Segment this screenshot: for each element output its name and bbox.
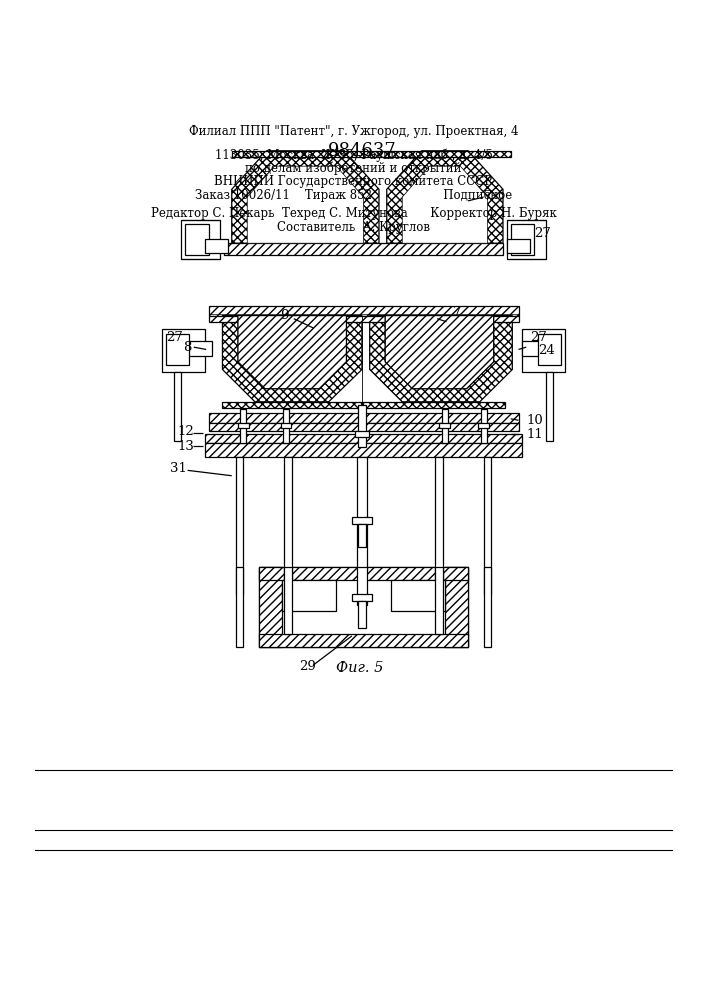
Text: Составитель  А. Круглов: Составитель А. Круглов [277,222,430,234]
Bar [522,329,565,372]
Text: Редактор С. Пекарь  Техред С. Митунова      Корректор Н. Буряк: Редактор С. Пекарь Техред С. Митунова Ко… [151,208,556,221]
Polygon shape [385,316,493,389]
Bar [352,594,372,601]
Bar [507,239,530,253]
Bar [185,224,209,255]
Text: 12: 12 [177,425,194,438]
Bar [240,409,247,443]
Bar [358,524,366,547]
Bar [238,423,249,428]
Bar [355,431,369,437]
Bar [284,457,292,594]
Bar [435,567,443,634]
Polygon shape [402,166,488,243]
Text: Фиг. 5: Фиг. 5 [337,661,384,675]
Bar [174,372,182,441]
Bar [209,413,518,423]
Bar [232,151,510,157]
Text: 24: 24 [538,344,554,358]
Bar [235,567,243,647]
Bar [281,423,291,428]
Bar [223,402,505,408]
Text: 27: 27 [534,227,551,240]
Bar [356,457,368,570]
Text: 31: 31 [170,462,187,475]
Bar [445,567,468,647]
Bar [259,634,468,647]
Bar [440,423,450,428]
Polygon shape [223,316,362,402]
Bar [481,409,486,443]
Text: 7: 7 [452,306,461,319]
Bar [283,409,289,443]
Bar [546,372,554,441]
Text: 8: 8 [183,341,192,354]
Text: по делам изобретений и открытий: по делам изобретений и открытий [245,161,462,175]
Text: 10: 10 [526,414,543,427]
Bar [235,457,243,594]
Bar [435,457,443,594]
Bar [204,239,228,253]
Text: 7: 7 [484,190,492,204]
Bar [478,423,489,428]
Polygon shape [370,316,513,402]
Polygon shape [387,151,503,243]
Bar [442,409,448,443]
Text: 27: 27 [166,331,182,344]
Polygon shape [238,316,346,389]
Bar [259,567,468,580]
Bar [352,517,372,524]
Bar [187,341,212,356]
Bar [510,224,534,255]
Polygon shape [238,316,346,389]
Bar [284,567,292,634]
Text: 984637: 984637 [327,142,397,160]
Text: 27: 27 [530,331,547,344]
Bar [282,580,337,611]
Bar [484,567,491,647]
Polygon shape [385,316,493,389]
Bar [204,443,522,457]
Text: 9: 9 [281,309,289,322]
Bar [391,580,445,611]
Bar [209,306,518,316]
Bar [209,423,518,431]
Text: 13: 13 [177,440,194,453]
Bar [259,567,468,647]
Text: 113035, Москва, Ж-35, Раушская наб., д. 4/5: 113035, Москва, Ж-35, Раушская наб., д. … [214,148,493,162]
Bar [522,341,548,356]
Bar [209,316,518,322]
Text: ВНИИПИ Государственного комитета СССР: ВНИИПИ Государственного комитета СССР [214,176,493,188]
Bar [204,434,522,443]
Bar [182,220,220,259]
Polygon shape [232,151,379,243]
Bar [484,457,491,594]
Bar [358,601,366,628]
Bar [538,334,561,365]
Bar [224,243,503,255]
Bar [356,567,368,605]
Bar [358,405,366,447]
Text: Заказ 10026/11    Тираж 852                   Подписное: Заказ 10026/11 Тираж 852 Подписное [195,190,512,202]
Polygon shape [247,166,363,243]
Bar [259,567,282,647]
Text: 29: 29 [299,660,316,673]
Text: 11: 11 [526,428,543,441]
Bar [166,334,189,365]
Bar [507,220,546,259]
Text: Филиал ППП "Патент", г. Ужгород, ул. Проектная, 4: Филиал ППП "Патент", г. Ужгород, ул. Про… [189,124,518,137]
Bar [162,329,204,372]
